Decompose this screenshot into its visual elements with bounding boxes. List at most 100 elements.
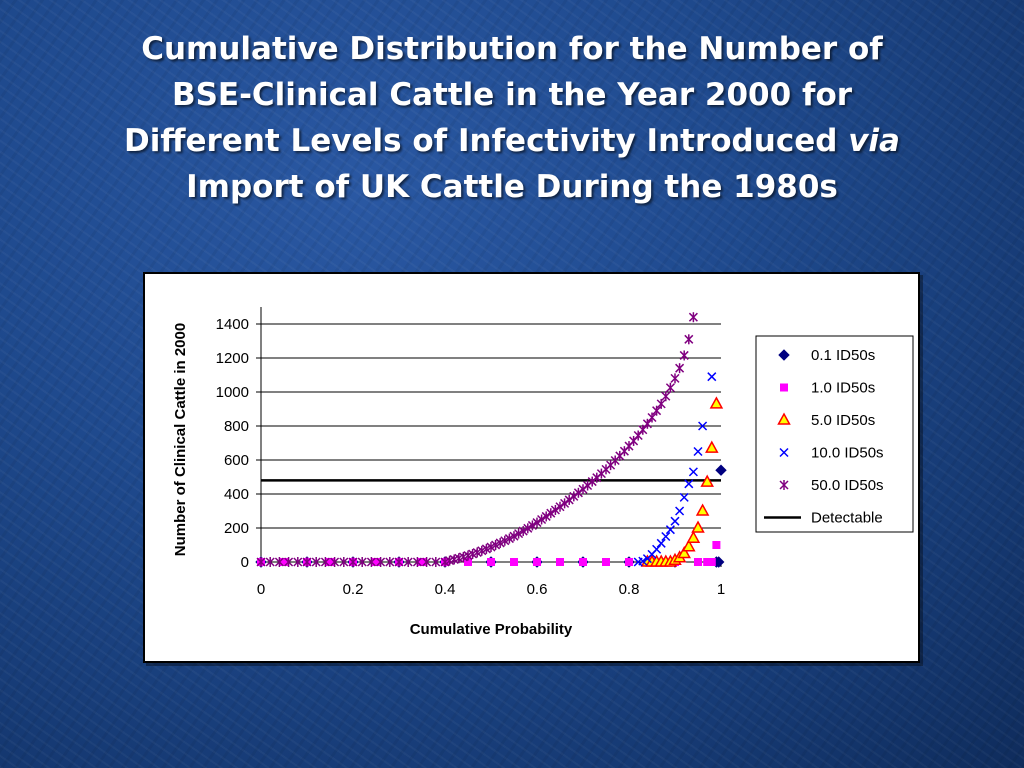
data-point-5-0-id50s — [686, 530, 701, 543]
legend-label-50-0-id50s: 50.0 ID50s — [811, 477, 884, 494]
y-tick-label: 600 — [224, 452, 249, 469]
data-point-1-0-id50s — [707, 558, 716, 566]
data-point-50-0-id50s — [675, 363, 685, 374]
data-point-10-0-id50s — [652, 544, 662, 554]
data-point-50-0-id50s — [504, 533, 514, 544]
data-point-50-0-id50s — [518, 526, 528, 537]
data-point-10-0-id50s — [638, 556, 648, 566]
data-point-10-0-id50s — [688, 467, 698, 477]
data-point-50-0-id50s — [638, 424, 648, 435]
data-point-50-0-id50s — [274, 557, 284, 567]
data-point-50-0-id50s — [284, 557, 294, 567]
data-point-50-0-id50s — [592, 472, 602, 483]
data-point-50-0-id50s — [573, 487, 583, 498]
marker-stroke — [698, 421, 708, 431]
data-point-1-0-id50s — [579, 558, 587, 566]
chart-svg: 0 200 400 600 800 1000 1200 1400 0 0.2 0.4 0.6 0.8 1 C… — [172, 307, 914, 638]
y-axis-label: Number of Clinical Cattle in 2000 — [172, 323, 189, 556]
marker-stroke — [661, 531, 671, 542]
data-point-50-0-id50s — [366, 557, 376, 567]
data-point-10-0-id50s — [684, 479, 694, 489]
y-tick-label: 1000 — [216, 384, 249, 401]
marker-stroke — [779, 447, 789, 458]
data-point-50-0-id50s — [311, 557, 321, 567]
data-point-50-0-id50s — [339, 557, 349, 567]
marker-stroke — [684, 479, 694, 489]
legend-symbol-5-0-id50s — [777, 412, 791, 425]
data-point-50-0-id50s — [500, 535, 510, 546]
data-point-5-0-id50s — [700, 474, 714, 487]
data-point-1-0-id50s — [280, 558, 288, 566]
data-point-50-0-id50s — [403, 557, 413, 567]
data-point-50-0-id50s — [656, 398, 666, 409]
data-point-50-0-id50s — [532, 517, 542, 528]
data-point-5-0-id50s — [705, 440, 719, 453]
data-point-1-0-id50s — [556, 558, 564, 566]
data-point-50-0-id50s — [523, 523, 533, 534]
marker-stroke — [707, 372, 717, 382]
marker-stroke — [693, 446, 703, 457]
data-point-50-0-id50s — [688, 312, 698, 323]
legend-label-detectable: Detectable — [811, 510, 883, 527]
chart-panel: 0 200 400 600 800 1000 1200 1400 0 0.2 0.4 0.6 0.8 1 C… — [143, 272, 920, 663]
slide-title: Cumulative Distribution for the Number o… — [20, 26, 1004, 210]
marker-stroke — [656, 538, 666, 548]
legend-symbol-0-1-id50s — [778, 349, 790, 361]
data-point-50-0-id50s — [477, 545, 487, 556]
legend-symbol-50-0-id50s — [779, 480, 789, 490]
marker-stroke — [670, 516, 680, 526]
title-line-1: Cumulative Distribution for the Number o… — [141, 31, 883, 67]
data-point-5-0-id50s — [695, 503, 710, 516]
data-point-50-0-id50s — [679, 350, 689, 361]
data-point-50-0-id50s — [578, 484, 588, 495]
data-point-50-0-id50s — [330, 557, 340, 567]
data-point-5-0-id50s — [682, 539, 696, 552]
title-line-2: BSE-Clinical Cattle in the Year 2000 for — [171, 77, 853, 113]
data-point-50-0-id50s — [546, 508, 556, 519]
data-point-1-0-id50s — [602, 558, 610, 566]
data-point-50-0-id50s — [550, 504, 560, 515]
data-point-50-0-id50s — [422, 557, 432, 567]
data-point-50-0-id50s — [265, 557, 275, 567]
legend-label-0-1-id50s: 0.1 ID50s — [811, 347, 875, 364]
y-tick-label: 1200 — [216, 350, 249, 367]
data-point-5-0-id50s — [709, 396, 724, 409]
marker-stroke — [652, 544, 662, 554]
data-point-50-0-id50s — [684, 334, 694, 345]
data-point-1-0-id50s — [326, 558, 334, 566]
data-point-50-0-id50s — [385, 557, 395, 567]
data-point-10-0-id50s — [670, 516, 680, 526]
legend-box — [755, 335, 914, 533]
data-point-1-0-id50s — [703, 558, 712, 566]
x-tick-label: 0 — [257, 581, 265, 598]
legend-label-10-0-id50s: 10.0 ID50s — [811, 445, 884, 462]
data-point-50-0-id50s — [583, 480, 593, 491]
marker-stroke — [675, 506, 685, 516]
data-point-50-0-id50s — [357, 557, 367, 567]
x-tick-label: 1 — [717, 581, 725, 598]
data-point-50-0-id50s — [486, 542, 496, 553]
data-point-50-0-id50s — [302, 557, 312, 567]
marker-stroke — [638, 556, 648, 566]
x-tick-label: 0.4 — [435, 581, 456, 598]
data-point-50-0-id50s — [376, 557, 386, 567]
data-point-50-0-id50s — [661, 391, 671, 402]
data-point-1-0-id50s — [510, 558, 518, 566]
data-point-10-0-id50s — [679, 492, 689, 502]
marker-stroke — [688, 467, 698, 477]
data-point-50-0-id50s — [569, 491, 579, 502]
data-point-50-0-id50s — [431, 557, 441, 567]
data-point-50-0-id50s — [564, 494, 574, 505]
data-point-50-0-id50s — [320, 557, 330, 567]
x-axis-label: Cumulative Probability — [410, 621, 573, 638]
title-italic-via: via — [848, 123, 900, 159]
data-point-10-0-id50s — [698, 421, 708, 431]
data-point-10-0-id50s — [693, 446, 703, 457]
data-point-50-0-id50s — [495, 537, 505, 548]
data-point-10-0-id50s — [707, 372, 717, 382]
data-point-50-0-id50s — [527, 520, 537, 531]
data-point-0-1-id50s — [715, 464, 727, 476]
legend-label-5-0-id50s: 5.0 ID50s — [811, 412, 875, 429]
x-tick-label: 0.2 — [343, 581, 364, 598]
data-point-5-0-id50s — [677, 545, 691, 559]
